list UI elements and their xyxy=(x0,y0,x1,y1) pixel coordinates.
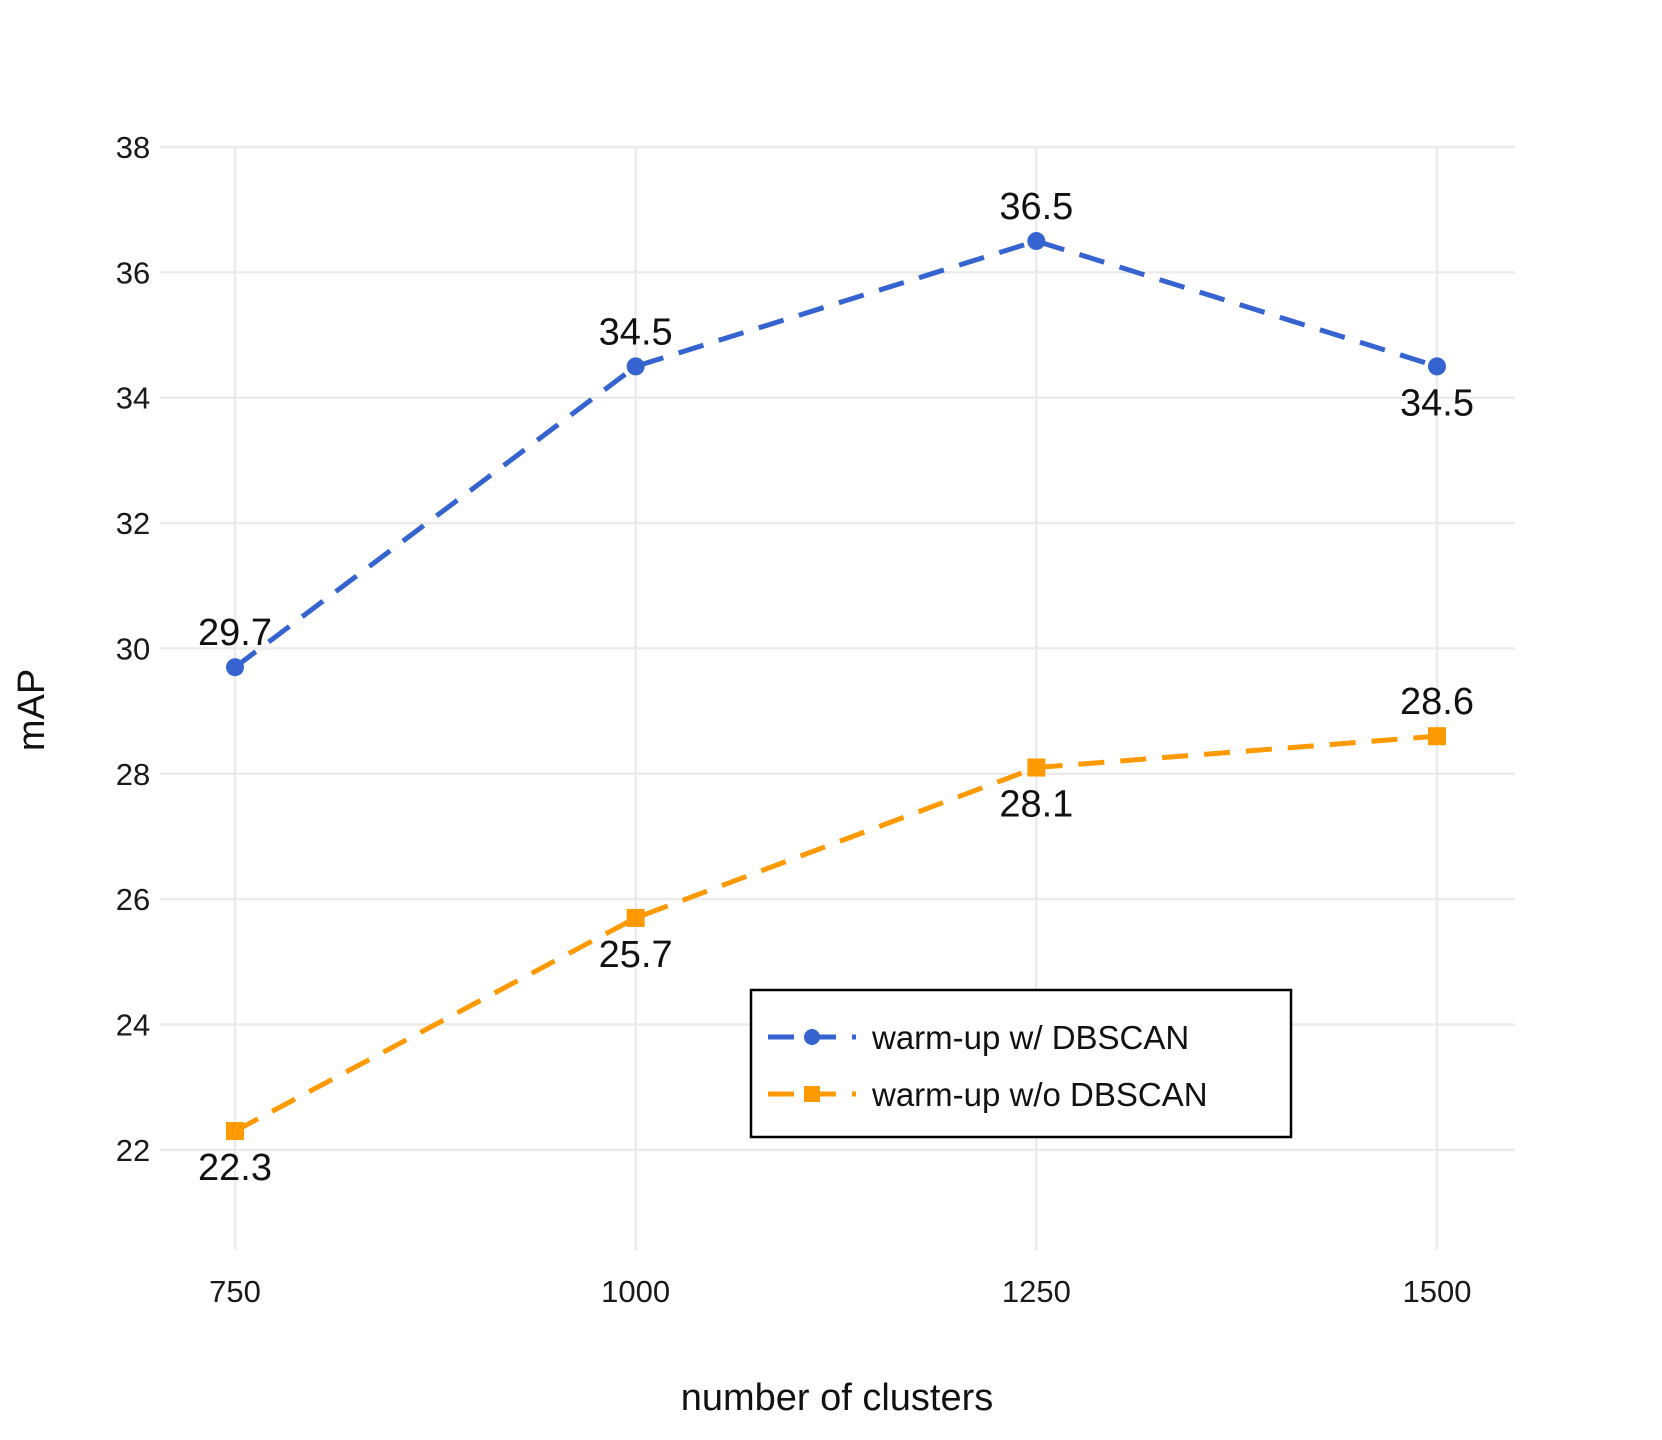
data-point xyxy=(1428,357,1446,376)
data-label: 36.5 xyxy=(999,186,1073,228)
y-tick-label: 28 xyxy=(116,757,150,792)
data-label: 22.3 xyxy=(198,1147,272,1189)
data-point xyxy=(1428,727,1446,746)
x-tick-label: 1250 xyxy=(1002,1274,1071,1309)
y-tick-label: 32 xyxy=(116,506,150,541)
legend: warm-up w/ DBSCAN warm-up w/o DBSCAN xyxy=(749,988,1293,1139)
data-point xyxy=(226,658,244,677)
x-axis-title: number of clusters xyxy=(681,1377,994,1419)
y-tick-label: 36 xyxy=(116,255,150,290)
legend-label: warm-up w/ DBSCAN xyxy=(871,1019,1189,1056)
data-point xyxy=(626,357,645,376)
series-line xyxy=(233,238,1438,670)
legend-swatch-marker xyxy=(804,1029,820,1045)
series-line xyxy=(233,733,1438,1134)
data-point xyxy=(1027,758,1046,777)
y-axis-title: mAP xyxy=(11,669,53,751)
data-point xyxy=(226,1122,244,1141)
gridlines xyxy=(160,145,1515,1250)
data-label: 34.5 xyxy=(599,311,673,353)
y-tick-label: 24 xyxy=(116,1008,150,1043)
y-tick-label: 34 xyxy=(116,381,150,416)
y-axis-ticks: 22 24 26 28 30 32 34 36 38 xyxy=(116,130,150,1168)
data-label: 29.7 xyxy=(198,612,272,654)
y-tick-label: 26 xyxy=(116,882,150,917)
x-tick-label: 750 xyxy=(209,1274,261,1309)
data-point xyxy=(1027,232,1046,251)
x-tick-label: 1500 xyxy=(1403,1274,1472,1309)
x-axis-ticks: 750 1000 1250 1500 xyxy=(209,1274,1471,1309)
x-tick-label: 1000 xyxy=(601,1274,670,1309)
data-labels: 29.7 34.5 36.5 34.5 22.3 25.7 28.1 28.6 xyxy=(198,186,1474,1189)
data-label: 28.1 xyxy=(999,784,1073,826)
series-lines xyxy=(226,232,1446,1141)
data-label: 28.6 xyxy=(1400,681,1474,723)
y-tick-label: 22 xyxy=(116,1133,150,1168)
legend-box xyxy=(749,988,1293,1139)
data-point xyxy=(626,908,645,927)
legend-label: warm-up w/o DBSCAN xyxy=(871,1076,1208,1113)
y-tick-label: 38 xyxy=(116,130,150,165)
data-label: 34.5 xyxy=(1400,382,1474,424)
data-label: 25.7 xyxy=(599,934,673,976)
y-tick-label: 30 xyxy=(116,631,150,666)
legend-swatch-marker xyxy=(804,1086,820,1102)
